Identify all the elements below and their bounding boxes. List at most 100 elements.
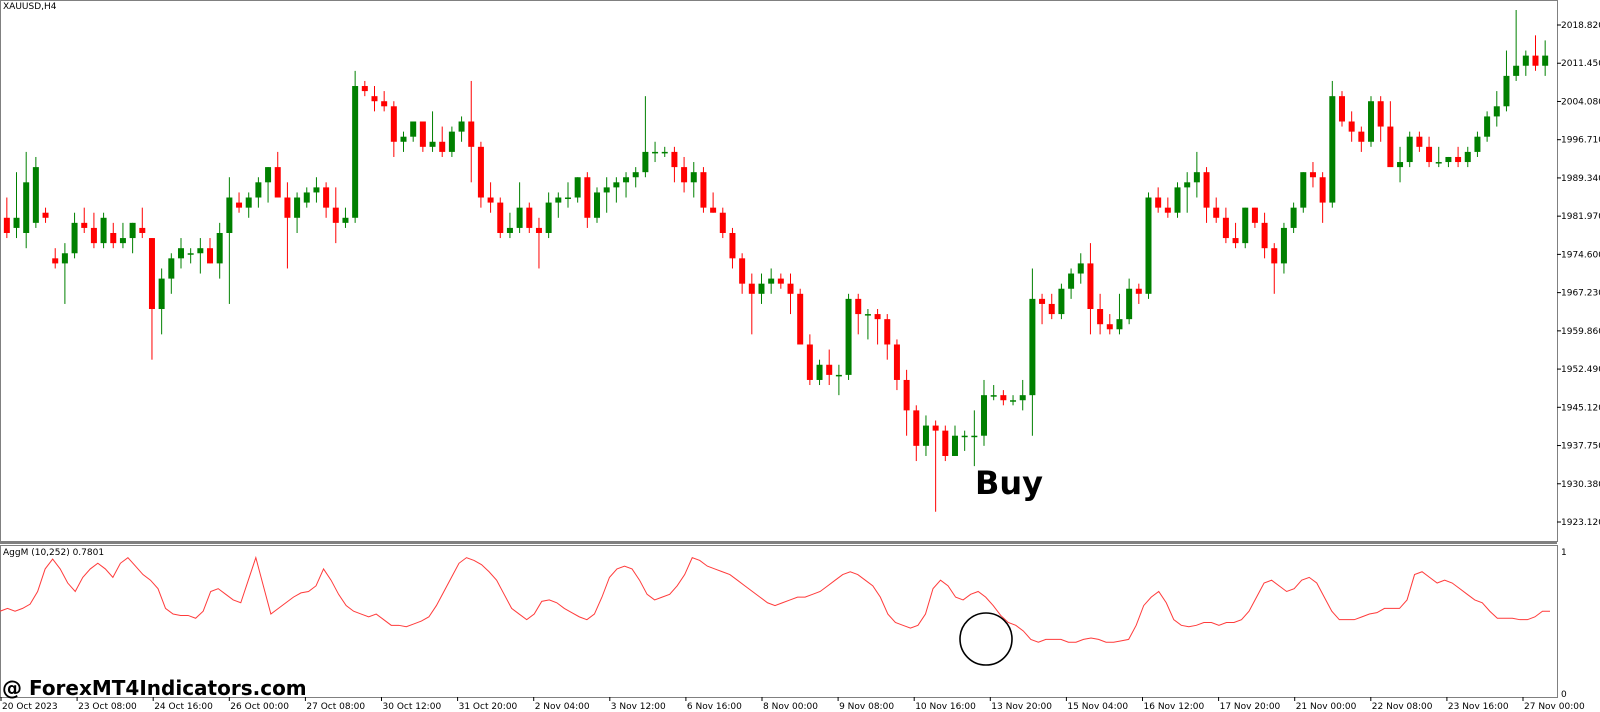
candle-body — [284, 197, 291, 218]
candle-body — [429, 141, 436, 147]
candle-body — [313, 187, 320, 193]
candle-body — [1455, 156, 1462, 163]
candle-body — [1251, 207, 1258, 223]
candle-body — [100, 217, 107, 244]
candle-body — [1184, 182, 1191, 188]
candle-body — [1058, 288, 1065, 315]
candle-body — [758, 283, 765, 294]
candle-body — [1135, 288, 1142, 294]
candle-body — [458, 121, 465, 132]
price-tick-label: 1930.380 — [1561, 480, 1600, 490]
candle-body — [207, 248, 214, 264]
candle-body — [468, 121, 475, 147]
candle-body — [864, 314, 871, 316]
candle-body — [52, 258, 59, 264]
candle-body — [1193, 172, 1200, 183]
candle-body — [487, 197, 494, 203]
symbol-label: XAUUSD,H4 — [3, 2, 57, 12]
candle-body — [110, 232, 117, 244]
candle-body — [1232, 238, 1239, 244]
candle-body — [729, 232, 736, 259]
indicator-pane-frame — [0, 545, 1558, 698]
candle-body — [1116, 319, 1123, 330]
candle-body — [332, 207, 339, 223]
candle-body — [1087, 263, 1094, 310]
candle-body — [710, 207, 717, 213]
candle-body — [613, 182, 620, 188]
time-tick-label: 20 Oct 2023 — [2, 702, 58, 712]
candle-body — [526, 207, 533, 228]
candle-body — [1261, 222, 1268, 249]
candle-body — [700, 172, 707, 208]
candle-body — [381, 101, 388, 107]
candle-body — [748, 283, 755, 294]
candle-body — [1068, 273, 1075, 289]
candle-body — [168, 258, 175, 279]
candle-body — [1213, 207, 1220, 218]
price-tick-label: 1996.710 — [1561, 136, 1600, 146]
time-tick-label: 23 Oct 08:00 — [78, 702, 137, 712]
candle-body — [787, 283, 794, 294]
buy-annotation: Buy — [975, 464, 1043, 502]
candle-body — [1309, 172, 1316, 178]
candle-body — [352, 86, 359, 218]
candle-body — [1338, 96, 1345, 122]
candle-body — [584, 177, 591, 218]
time-tick-label: 22 Nov 08:00 — [1372, 702, 1433, 712]
time-tick-label: 17 Nov 20:00 — [1220, 702, 1281, 712]
time-tick-label: 16 Nov 12:00 — [1144, 702, 1205, 712]
candle-body — [1464, 151, 1471, 163]
candle-body — [1000, 395, 1007, 401]
candle-body — [1542, 55, 1549, 66]
candle-body — [81, 222, 88, 228]
candle-body — [23, 182, 30, 233]
candle-body — [1532, 55, 1539, 66]
time-tick-label: 23 Nov 16:00 — [1448, 702, 1509, 712]
candle-body — [874, 314, 881, 320]
time-tick-label: 3 Nov 12:00 — [611, 702, 666, 712]
time-tick-label: 21 Nov 00:00 — [1296, 702, 1357, 712]
candle-body — [1106, 324, 1113, 330]
candle-body — [652, 151, 659, 154]
candle-body — [419, 121, 426, 147]
candle-body — [158, 278, 165, 310]
time-tick-label: 9 Nov 08:00 — [839, 702, 894, 712]
candle-body — [535, 227, 542, 233]
candle-body — [1513, 65, 1520, 76]
candle-body — [797, 293, 804, 345]
candle-body — [1145, 197, 1152, 294]
candle-body — [1097, 309, 1104, 325]
candle-body — [226, 197, 233, 233]
candle-body — [32, 167, 39, 223]
candle-body — [671, 151, 678, 168]
candle-body — [1155, 197, 1162, 208]
time-tick-label: 27 Nov 00:00 — [1524, 702, 1585, 712]
candle-body — [516, 207, 523, 228]
candle-body — [1174, 187, 1181, 213]
candle-body — [951, 435, 958, 456]
candle-body — [61, 253, 68, 264]
candle-body — [884, 319, 891, 345]
candle-body — [129, 222, 136, 239]
candle-body — [1406, 136, 1413, 163]
candle-body — [1019, 395, 1026, 401]
candle-body — [90, 227, 97, 244]
candle-body — [148, 238, 155, 310]
candle-body — [119, 238, 126, 244]
price-tick-label: 2018.820 — [1561, 21, 1600, 31]
candle-body — [690, 172, 697, 183]
candle-body — [139, 227, 146, 233]
candle-body — [768, 278, 775, 284]
candle-body — [1271, 248, 1278, 264]
watermark-text: @ ForexMT4Indicators.com — [2, 676, 307, 700]
time-tick-label: 13 Nov 20:00 — [991, 702, 1052, 712]
candle-body — [777, 278, 784, 284]
candle-body — [1503, 75, 1510, 107]
candle-body — [42, 212, 49, 218]
candle-body — [1077, 263, 1084, 274]
candle-body — [1368, 101, 1375, 142]
candle-body — [1329, 96, 1336, 203]
candle-body — [371, 96, 378, 102]
candle-body — [642, 151, 649, 173]
